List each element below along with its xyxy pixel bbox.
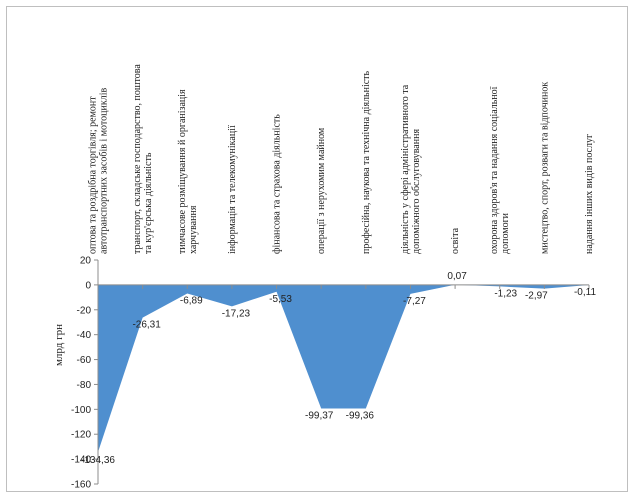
category-label-line: охорона здоров'я та надання соціальної <box>489 86 500 254</box>
y-tick-label: -60 <box>77 355 92 366</box>
y-axis-label: млрд грн <box>53 324 65 366</box>
category-label-line: діяльність у сфері адміністративного та <box>400 84 411 254</box>
category-label-line: інформація та телекомунікації <box>227 125 238 254</box>
category-label: надання інших видів послуг <box>584 134 595 254</box>
data-label: -7,27 <box>403 296 426 307</box>
category-label: оптова та роздрібна торгівля; ремонтавто… <box>88 88 110 254</box>
category-label: професійна, наукова та технічна діяльніс… <box>361 70 372 254</box>
category-label: транспорт, складське господарство, пошто… <box>132 64 154 254</box>
y-tick-label: -140 <box>71 455 91 466</box>
data-label: -134,36 <box>81 455 115 466</box>
data-label: -6,89 <box>180 295 203 306</box>
category-label-line: фінансова та страхова діяльність <box>272 114 283 254</box>
category-label: діяльність у сфері адміністративного тад… <box>400 84 422 254</box>
y-tick-label: -20 <box>77 305 92 316</box>
data-label: -99,37 <box>305 411 334 422</box>
category-label-line: операції з нерухомим майном <box>316 127 327 254</box>
category-label: освіта <box>450 227 461 254</box>
category-labels: оптова та роздрібна торгівля; ремонтавто… <box>88 64 596 254</box>
category-label: мистецтво, спорт, розваги та відпочинок <box>539 82 550 254</box>
data-label: -17,23 <box>222 308 251 319</box>
data-label: -5,53 <box>269 294 292 305</box>
data-label: -99,36 <box>346 411 375 422</box>
category-label-line: надання інших видів послуг <box>584 134 595 254</box>
category-label-line: та кур'єрська діяльність <box>143 152 154 254</box>
y-tick-label: -80 <box>77 380 92 391</box>
data-label: -1,23 <box>494 288 517 299</box>
area-layer <box>98 284 589 453</box>
data-label: -2,97 <box>525 291 548 302</box>
y-tick-label: -120 <box>71 430 91 441</box>
category-label-line: професійна, наукова та технічна діяльніс… <box>361 70 372 254</box>
category-label-line: транспорт, складське господарство, пошто… <box>132 64 143 254</box>
category-label-line: допоміжного обслуговування <box>411 129 422 254</box>
category-label-line: тимчасове розміщування й організація <box>177 89 188 254</box>
category-label-line: мистецтво, спорт, розваги та відпочинок <box>539 82 550 254</box>
category-label: тимчасове розміщування й організаціяхарч… <box>177 89 199 254</box>
y-tick-label: -40 <box>77 330 92 341</box>
category-label-line: освіта <box>450 227 461 254</box>
category-label: операції з нерухомим майном <box>316 127 327 254</box>
data-label: -26,31 <box>132 320 161 331</box>
category-label-line: харчування <box>188 205 199 254</box>
category-label: інформація та телекомунікації <box>227 125 238 254</box>
y-tick-label: -160 <box>71 480 91 491</box>
y-tick-label: 20 <box>80 256 92 267</box>
data-label: -0,11 <box>574 287 596 298</box>
category-label-line: оптова та роздрібна торгівля; ремонт <box>88 96 99 254</box>
y-tick-label: 0 <box>85 280 91 291</box>
category-label-line: автотранспортних засобів і мотоциклів <box>99 88 110 254</box>
axes: 20 0 -20 -40 -60 -80 -100 -120 -140 -160 <box>71 256 590 491</box>
category-label: фінансова та страхова діяльність <box>272 114 283 254</box>
data-labels: -134,36 -26,31 -6,89 -17,23 -5,53 -99,37 -99,3… <box>81 271 596 466</box>
category-label-line: допомоги <box>500 212 511 254</box>
y-tick-label: -100 <box>71 405 91 416</box>
data-label: 0,07 <box>447 271 467 282</box>
area-series <box>98 284 589 453</box>
category-label: охорона здоров'я та надання соціальноїдо… <box>489 86 511 254</box>
